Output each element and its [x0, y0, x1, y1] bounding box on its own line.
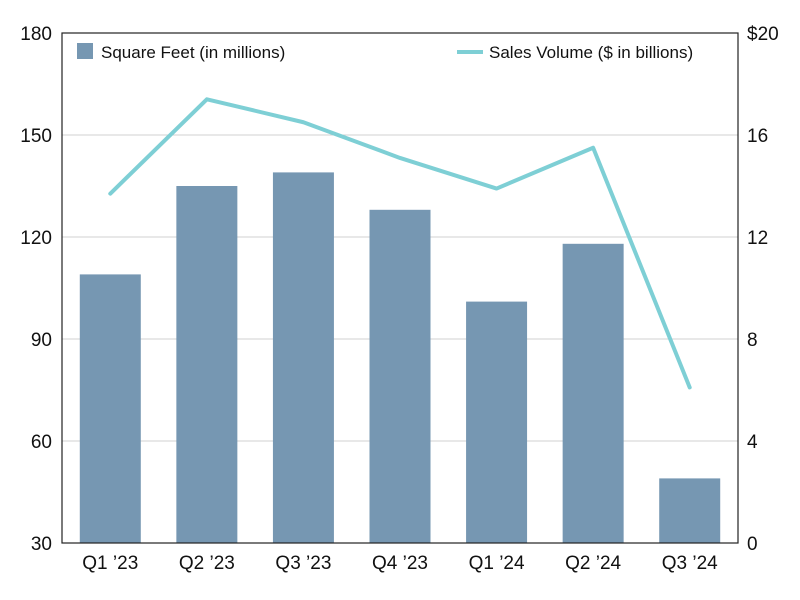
- legend-bar-label: Square Feet (in millions): [101, 43, 285, 62]
- plot-frame: [61, 32, 739, 544]
- bar: [466, 301, 528, 543]
- bar-series: [79, 172, 721, 544]
- legend-line-label: Sales Volume ($ in billions): [489, 43, 693, 62]
- right-tick-label: 12: [747, 228, 768, 249]
- right-tick-label: 8: [747, 330, 758, 351]
- bar: [272, 172, 334, 543]
- legend-bar-swatch: [77, 43, 93, 59]
- left-tick-label: 30: [31, 534, 52, 555]
- x-tick-label: Q4 ’23: [372, 553, 428, 574]
- left-tick-label: 120: [20, 228, 52, 249]
- x-tick-label: Q3 ’24: [662, 553, 718, 574]
- bar: [562, 243, 624, 544]
- left-axis: 30 60 90 120 150 180: [20, 24, 52, 555]
- x-tick-label: Q2 ’23: [179, 553, 235, 574]
- left-tick-label: 180: [20, 24, 52, 45]
- x-axis: Q1 ’23 Q2 ’23 Q3 ’23 Q4 ’23 Q1 ’24 Q2 ’24 Q3 ’…: [82, 553, 718, 574]
- right-axis: 0 4 8 12 16 $20: [747, 24, 779, 555]
- line-series: [108, 97, 692, 390]
- x-tick-label: Q1 ’24: [469, 553, 525, 574]
- bar: [659, 478, 721, 543]
- x-tick-label: Q2 ’24: [565, 553, 621, 574]
- x-tick-label: Q1 ’23: [82, 553, 138, 574]
- right-tick-label: 0: [747, 534, 758, 555]
- left-tick-label: 90: [31, 330, 52, 351]
- legend: Square Feet (in millions) Sales Volume (…: [77, 43, 693, 62]
- plot-border: [61, 32, 739, 544]
- x-tick-label: Q3 ’23: [275, 553, 331, 574]
- right-tick-label: 16: [747, 126, 768, 147]
- bar: [176, 186, 238, 543]
- bar: [369, 209, 431, 544]
- bar: [79, 274, 141, 543]
- right-tick-label: 4: [747, 432, 758, 453]
- right-tick-label: $20: [747, 24, 779, 45]
- left-tick-label: 60: [31, 432, 52, 453]
- left-tick-label: 150: [20, 126, 52, 147]
